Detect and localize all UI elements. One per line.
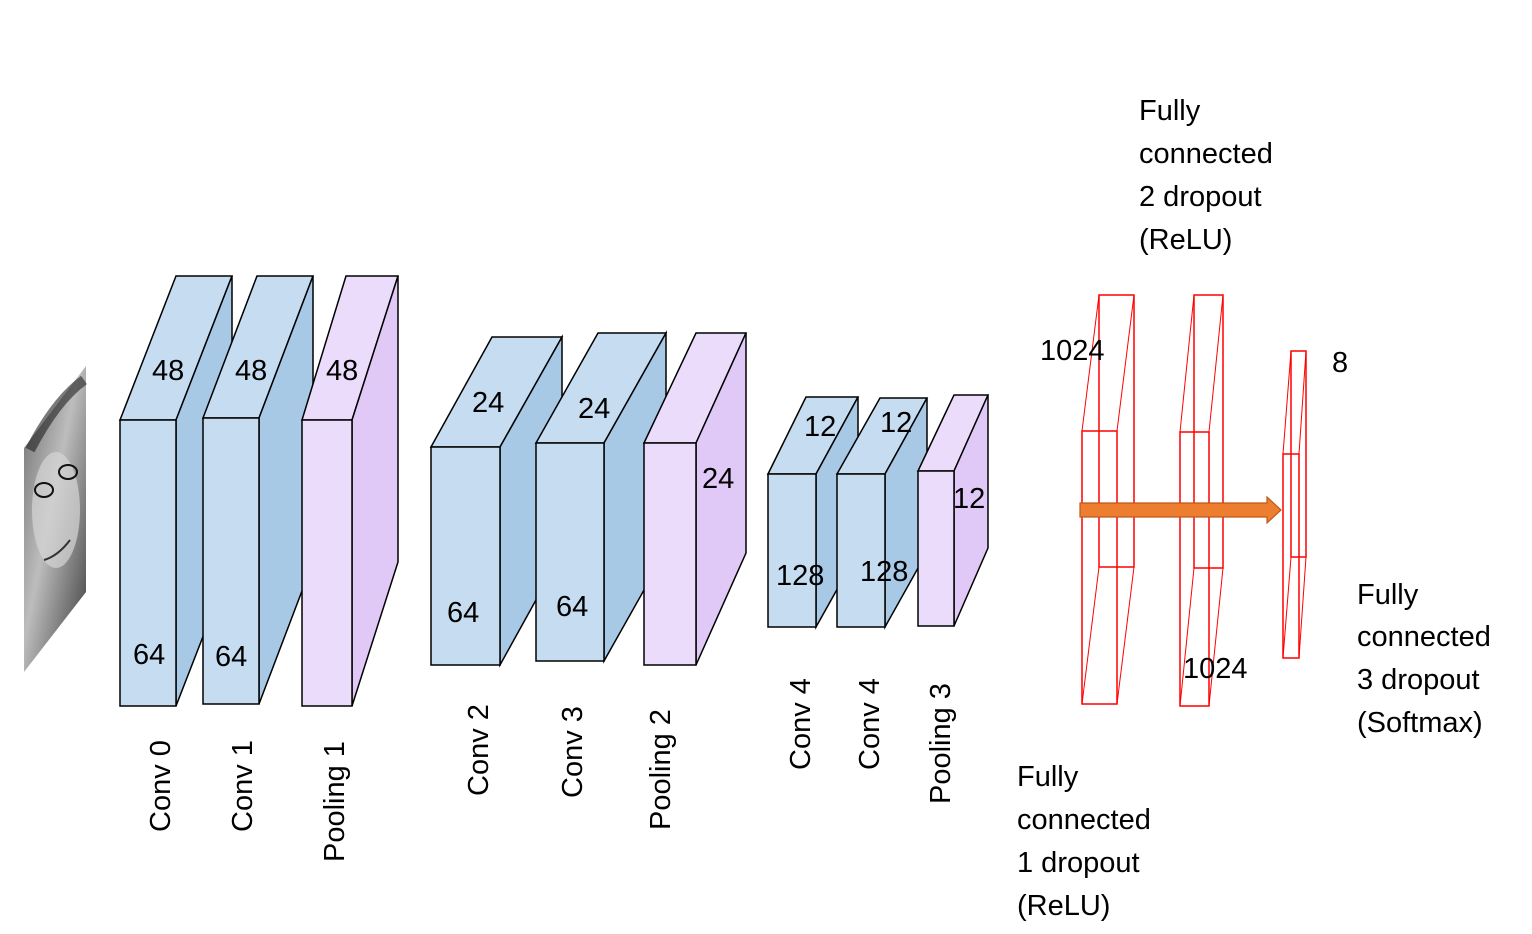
conv1-top-dim: 48 [235, 355, 267, 387]
conv0-bottom-dim: 64 [133, 639, 165, 671]
conv3-label: Conv 3 [557, 706, 589, 798]
fc2-caption-line-4: (ReLU) [1139, 224, 1232, 256]
fc3-caption-line-1: Fully [1357, 579, 1419, 611]
conv4b-block [835, 397, 929, 630]
pool1-block [300, 275, 400, 707]
pool1-label: Pooling 1 [319, 741, 351, 862]
pool3-side-dim: 12 [953, 483, 985, 515]
fc1-caption-line-4: (ReLU) [1017, 890, 1110, 922]
fc2-block [1179, 294, 1224, 707]
conv1-block [201, 275, 315, 705]
arrow-right-icon [1079, 495, 1282, 525]
fc2-caption-line-3: 2 dropout [1139, 181, 1262, 213]
conv1-label: Conv 1 [227, 740, 259, 832]
fc1-caption: Fully connected 1 dropout (ReLU) [1017, 761, 1159, 922]
pool2-side-dim: 24 [702, 463, 734, 495]
fc2-caption-line-1: Fully [1139, 95, 1201, 127]
conv4b-label: Conv 4 [854, 678, 886, 770]
fc3-size: 8 [1332, 347, 1348, 379]
fc2-size: 1024 [1183, 653, 1248, 685]
fc3-caption-line-4: (Softmax) [1357, 707, 1483, 739]
fc3-caption-line-3: 3 dropout [1357, 664, 1480, 696]
face-photo-icon [24, 366, 87, 672]
pool3-label: Pooling 3 [925, 683, 957, 804]
pool2-block [642, 332, 748, 666]
fc3-caption: Fully connected 3 dropout (Softmax) [1357, 579, 1499, 739]
conv4b-top-dim: 12 [880, 407, 912, 439]
pool1-top-dim: 48 [326, 355, 358, 387]
conv4a-label: Conv 4 [785, 678, 817, 770]
fc2-caption-line-2: connected [1139, 138, 1273, 170]
fc1-caption-line-2: connected [1017, 804, 1151, 836]
conv0-top-dim: 48 [152, 355, 184, 387]
conv1-bottom-dim: 64 [215, 641, 247, 673]
fc1-size: 1024 [1040, 335, 1105, 367]
conv3-block [534, 330, 668, 664]
fc1-caption-line-3: 1 dropout [1017, 847, 1140, 879]
conv4b-bottom-dim: 128 [860, 556, 908, 588]
conv0-label: Conv 0 [145, 740, 177, 832]
conv2-label: Conv 2 [463, 704, 495, 796]
fc2-caption: Fully connected 2 dropout (ReLU) [1139, 95, 1281, 256]
conv2-top-dim: 24 [472, 387, 504, 419]
conv2-block [429, 334, 564, 668]
conv2-bottom-dim: 64 [447, 597, 479, 629]
fc3-block [1282, 350, 1307, 659]
conv3-top-dim: 24 [578, 393, 610, 425]
conv3-bottom-dim: 64 [556, 591, 588, 623]
fc1-block [1081, 294, 1135, 705]
pool3-block [916, 394, 990, 627]
fc3-caption-line-2: connected [1357, 621, 1491, 653]
fc1-caption-line-1: Fully [1017, 761, 1079, 793]
conv4a-bottom-dim: 128 [776, 560, 824, 592]
conv4a-top-dim: 12 [804, 411, 836, 443]
pool2-label: Pooling 2 [645, 709, 677, 830]
